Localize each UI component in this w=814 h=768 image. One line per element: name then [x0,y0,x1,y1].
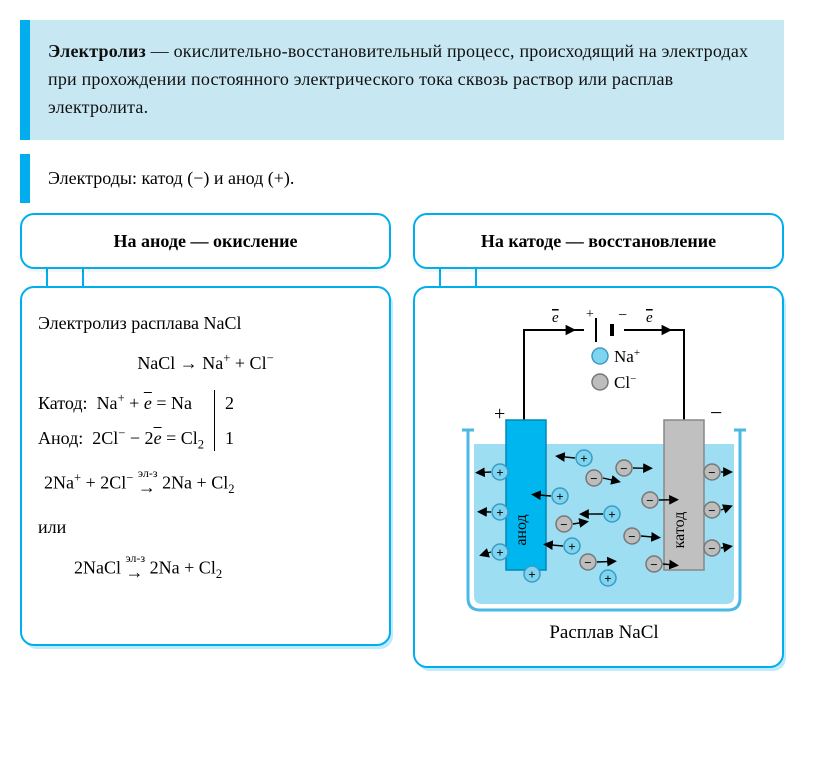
definition-text: — окислительно-восстановительный процесс… [48,41,748,117]
cathode-label-text: катод [671,512,688,549]
electrodes-line: Электроды: катод (−) и анод (+). [20,154,784,203]
cathode-panel-body: + − e e Na+ Cl− [413,286,784,668]
svg-text:−: − [646,493,653,508]
anode-panel-body: Электролиз расплава NaCl NaCl → Na+ + Cl… [20,286,391,646]
svg-text:+: + [496,465,503,480]
circuit-wires [524,318,684,420]
cathode-half-equation: Катод: Na+ + e = Na [38,386,204,420]
anode-label: Анод: [38,428,83,448]
svg-text:−: − [590,471,597,486]
short-equation: 2NaCl эл-з → 2Na + Cl2 [74,550,373,589]
dissociation-equation: NaCl → Na+ + Cl− [38,346,373,380]
electron-symbol-right: e [646,310,653,326]
svg-text:+: + [580,451,587,466]
svg-text:+: + [496,505,503,520]
or-word: или [38,510,373,544]
svg-text:−: − [650,557,657,572]
svg-text:Na+: Na+ [614,347,640,366]
balance-factors: 2 1 [225,386,234,454]
svg-text:+: + [556,489,563,504]
svg-text:−: − [584,555,591,570]
panel-tab-connector-2 [439,268,477,286]
arrow-label: эл-з [138,471,158,476]
definition-term: Электролиз [48,41,146,61]
anode-factor: 1 [225,421,234,455]
arrow-label-2: эл-з [126,556,146,561]
battery-plus: + [586,307,594,322]
equation-separator [214,390,215,450]
svg-text:+: + [528,567,535,582]
svg-text:−: − [708,541,715,556]
cathode-factor: 2 [225,386,234,420]
svg-text:−: − [620,461,627,476]
sum-equation: 2Na+ + 2Cl− эл-з → 2Na + Cl2 [44,465,373,504]
cathode-sign: − [710,400,722,425]
anode-panel: На аноде — окисление Электролиз расплава… [20,213,391,668]
electrolysis-diagram: + − e e Na+ Cl− [434,300,764,650]
anode-label-text: анод [513,514,530,545]
svg-text:Cl−: Cl− [614,373,636,392]
svg-text:−: − [708,465,715,480]
svg-text:−: − [560,517,567,532]
panel-tab-connector [46,268,84,286]
cathode-panel-title: На катоде — восстановление [413,213,784,269]
svg-text:+: + [568,539,575,554]
anode-sign: + [494,403,505,425]
anode-panel-title: На аноде — окисление [20,213,391,269]
melt-caption: Расплав NaCl [549,622,658,643]
cathode-label: Катод: [38,393,88,413]
svg-text:+: + [496,545,503,560]
electron-symbol-left: e [552,310,559,326]
svg-text:−: − [628,529,635,544]
half-equations: Катод: Na+ + e = Na Анод: 2Cl− − 2e = Cl… [38,386,373,454]
electrolysis-heading: Электролиз расплава NaCl [38,306,373,340]
anode-half-equation: Анод: 2Cl− − 2e = Cl2 [38,421,204,455]
svg-text:+: + [604,571,611,586]
two-column-layout: На аноде — окисление Электролиз расплава… [20,213,784,668]
svg-text:+: + [608,507,615,522]
legend: Na+ Cl− [592,347,640,392]
definition-box: Электролиз — окислительно-восстановитель… [20,20,784,140]
svg-text:−: − [708,503,715,518]
cathode-panel: На катоде — восстановление + [413,213,784,668]
battery-minus: − [618,307,627,324]
